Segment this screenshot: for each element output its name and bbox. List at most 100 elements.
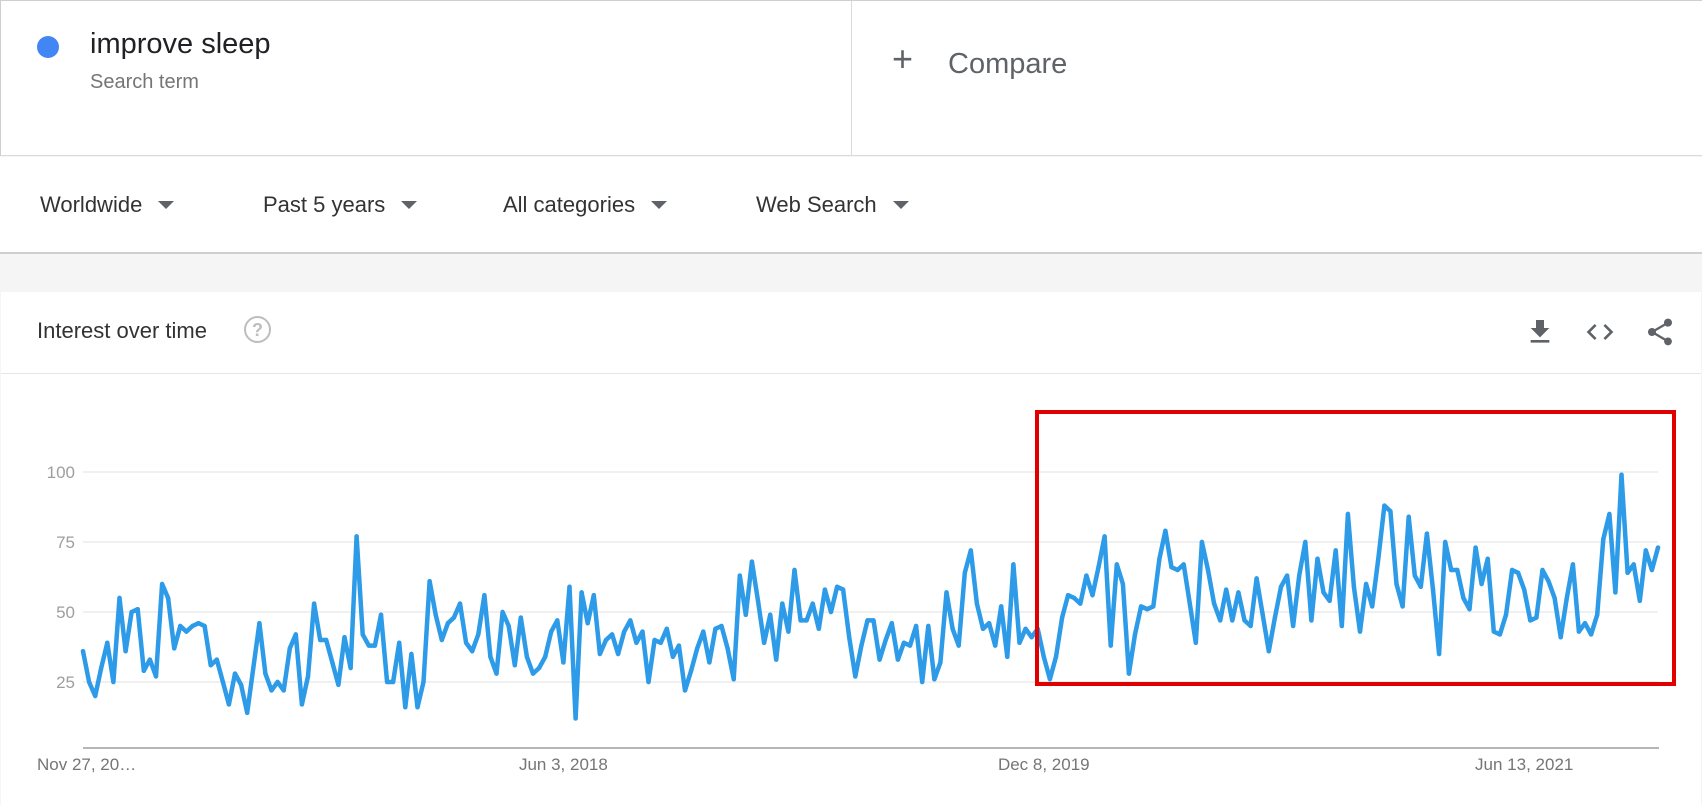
data-point [384,679,390,685]
data-point [257,621,262,626]
data-point [1187,601,1193,606]
data-point [463,640,469,645]
data-point [1552,595,1557,601]
dropdown-arrow-icon [651,201,668,209]
data-point [1138,604,1144,609]
data-point [378,612,384,617]
data-point [1436,651,1442,657]
data-point [1053,654,1059,659]
data-point [786,629,791,634]
data-point [470,649,475,654]
data-point [494,671,499,676]
share-icon[interactable] [1644,316,1676,348]
data-point [737,573,742,578]
search-term-card[interactable]: improve sleep Search term [0,1,852,156]
search-term-name[interactable]: improve sleep [90,28,271,60]
data-point [196,621,201,626]
data-point [1497,632,1503,637]
data-point [1047,677,1053,682]
data-point [834,584,840,589]
data-point [457,601,463,606]
data-point [603,637,609,643]
data-point [1199,539,1205,545]
data-point [226,702,232,707]
data-point [1017,640,1022,645]
data-point [1564,595,1570,601]
search-terms-bar: improve sleep Search term + Compare [0,0,1702,156]
data-point [1558,635,1563,640]
data-point [1272,615,1278,620]
data-point [944,590,949,595]
data-point [1303,539,1308,545]
data-point [1333,548,1338,553]
data-point [372,643,378,648]
help-circle-icon[interactable]: ? [244,316,271,343]
series-color-dot [37,36,59,58]
data-point [597,651,603,657]
data-point [105,640,110,645]
data-point [1096,565,1101,570]
time-range-filter-dropdown[interactable]: Past 5 years [263,192,418,218]
data-point [1327,598,1332,603]
data-point [780,601,785,606]
data-point [1503,612,1509,617]
category-filter-dropdown[interactable]: All categories [503,192,668,218]
compare-button[interactable]: + Compare [852,1,1702,156]
data-point [1084,573,1089,578]
data-point [743,612,748,617]
data-point [147,657,153,662]
download-icon[interactable] [1524,316,1556,348]
x-tick-label: Nov 27, 20… [37,755,136,774]
data-point [816,626,821,631]
data-point [421,679,426,685]
data-point [877,657,882,662]
data-point [652,637,657,643]
data-point [1041,654,1047,659]
data-point [1382,503,1387,508]
data-point [1522,587,1527,592]
data-point [86,679,92,685]
data-point [354,534,359,539]
data-point [1473,545,1478,550]
data-point [232,671,238,676]
data-point [1126,671,1132,676]
x-axis-ticks: Nov 27, 20… Jun 3, 2018 Dec 8, 2019 Jun 13,… [37,755,1573,774]
data-point [451,615,457,620]
data-point [798,618,803,623]
data-point [287,646,292,651]
data-point [275,679,280,685]
region-filter-dropdown[interactable]: Worldwide [40,192,175,218]
data-point [366,643,371,648]
data-point [938,660,943,665]
data-point [1370,604,1375,609]
data-point [397,640,402,645]
data-point [281,688,286,693]
embed-code-icon[interactable] [1584,316,1616,348]
y-tick-label: 100 [47,463,75,482]
search-type-filter-dropdown[interactable]: Web Search [756,192,909,218]
search-term-subtitle: Search term [90,71,199,93]
data-point [682,688,688,693]
data-point [293,632,298,637]
data-point [1430,587,1436,592]
data-point [1260,612,1265,617]
data-point [883,637,888,643]
data-point [1023,626,1028,631]
data-point [1205,567,1211,573]
compare-label: Compare [948,48,1068,80]
data-point [190,623,195,629]
data-point [390,679,396,685]
data-point [986,621,992,626]
data-point [1400,604,1405,609]
data-point [853,674,858,679]
data-point [999,604,1004,609]
data-point [488,654,493,659]
data-point [220,679,226,685]
data-point [445,621,451,626]
data-point [968,548,973,553]
data-point [956,643,961,648]
data-point [1321,590,1326,595]
data-point [1424,531,1430,536]
data-point [1467,607,1472,612]
data-point [311,601,317,606]
